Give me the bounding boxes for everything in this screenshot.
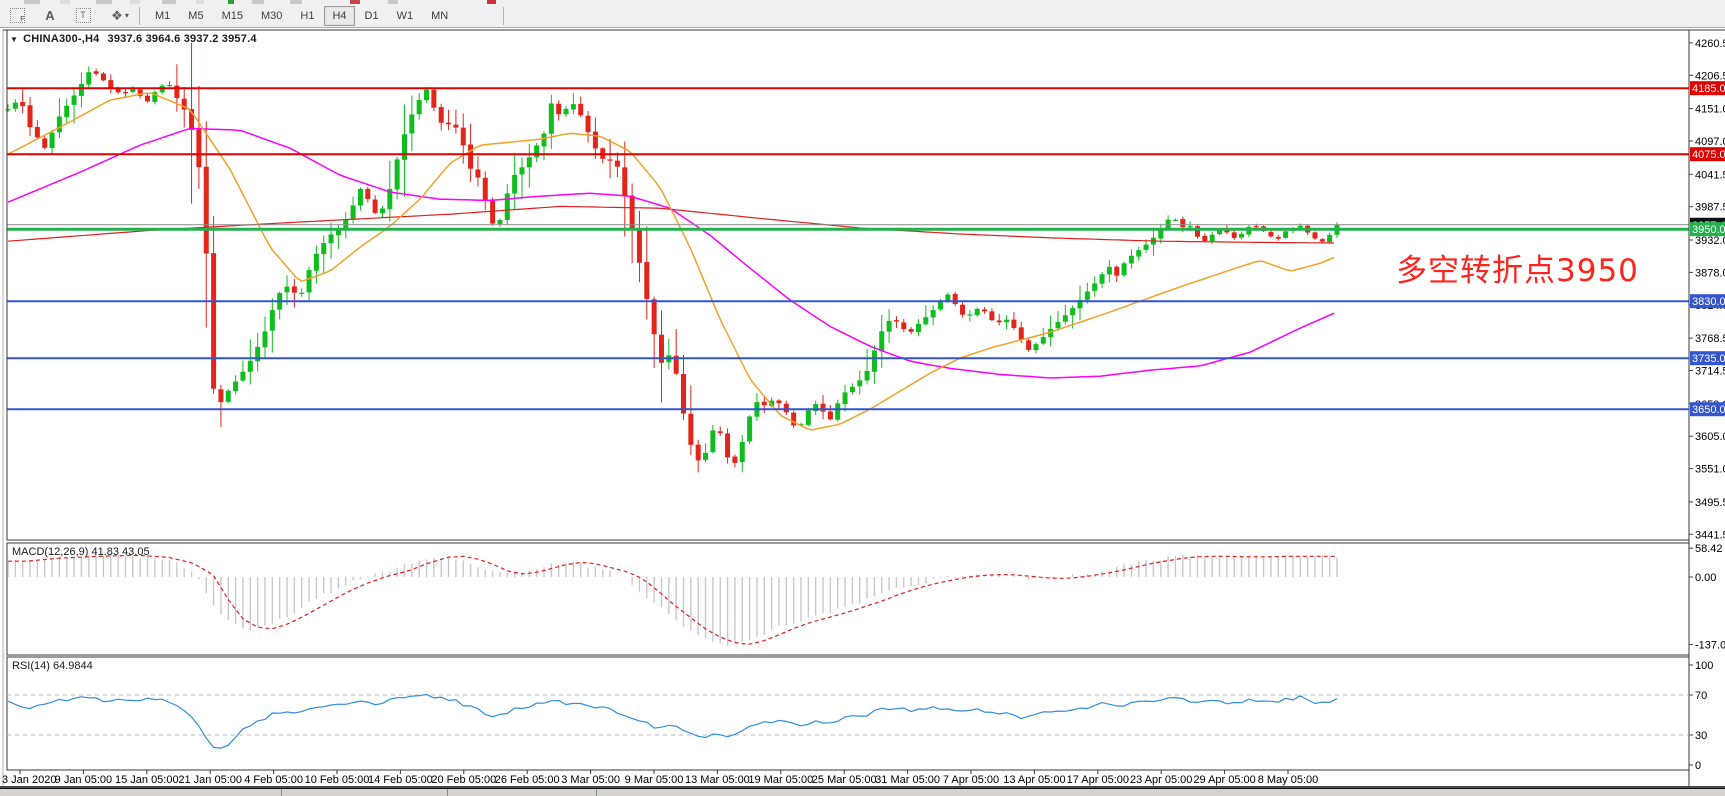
price-tick-label: 4041.5 (1695, 169, 1725, 181)
timeframe-m15[interactable]: M15 (221, 9, 243, 22)
hline-label-3950.0 (1690, 222, 1725, 237)
timeframe-h4[interactable]: H4 (324, 5, 355, 26)
horizontal-lines-layer[interactable] (7, 87, 1689, 411)
rsi-panel (7, 693, 1689, 749)
cursor-tool-icon[interactable]: ❖ ▾ (111, 7, 129, 23)
price-tick-label: 4097.0 (1695, 136, 1725, 148)
timeframe-m1[interactable]: M1 (155, 9, 171, 22)
hline-label-3830.0-text: 3830.0 (1692, 296, 1725, 308)
time-tick-label: 9 Jan 05:00 (55, 774, 113, 786)
timeframe-buttons: M1 M5 M15 M30 H1 H4 D1 W1 MN (146, 5, 457, 26)
time-tick-label: 31 Mar 05:00 (875, 774, 940, 786)
timeframe-d1[interactable]: D1 (364, 9, 379, 22)
rsi-tick-label: 0 (1695, 760, 1701, 772)
hline-label-4185.0-text: 4185.0 (1692, 83, 1725, 95)
time-tick-label: 23 Apr 05:00 (1130, 774, 1192, 786)
timeframe-mn[interactable]: MN (431, 9, 449, 22)
price-tick-label: 3714.5 (1695, 366, 1725, 378)
hline-label-3650.0 (1690, 402, 1725, 417)
price-tick-label: 3987.5 (1695, 202, 1725, 214)
candles-layer (5, 42, 1340, 473)
rsi-indicator-label: RSI(14) 64.9844 (12, 660, 93, 672)
label-tool-icon[interactable]: A (45, 8, 55, 23)
time-tick-label: 4 Feb 05:00 (244, 774, 303, 786)
price-tick-label: 3605.0 (1695, 431, 1725, 443)
price-tick-label: 3441.5 (1695, 529, 1725, 541)
time-tick-label: 14 Feb 05:00 (368, 774, 433, 786)
price-tick-label: 3551.0 (1695, 464, 1725, 476)
dropdown-triangle-icon[interactable]: ▼ (10, 35, 19, 44)
rsi-tick-label: 70 (1695, 690, 1707, 702)
ohlc-values: 3937.6 3964.6 3937.2 3957.4 (107, 33, 257, 45)
rsi-tick-label: 100 (1695, 660, 1713, 672)
rsi-line (7, 693, 1338, 749)
macd-tick-label: 0.00 (1695, 572, 1716, 584)
price-tick-label: 3878.0 (1695, 267, 1725, 279)
annotation-text: 多空转折点3950 (1396, 253, 1639, 289)
chart-title: ▼ CHINA300-,H4 3937.6 3964.6 3937.2 3957.4 (10, 33, 257, 45)
drawing-tools: F A T ❖ ▾ (4, 6, 133, 26)
time-tick-label: 21 Jan 05:00 (178, 774, 242, 786)
timeframe-h1[interactable]: H1 (300, 9, 315, 22)
hline-label-3830.0 (1690, 294, 1725, 309)
macd-signal-line (8, 554, 1337, 645)
time-tick-label: 17 Apr 05:00 (1067, 774, 1129, 786)
hline-label-4075.0 (1690, 147, 1725, 162)
text-tool-icon[interactable]: T (73, 6, 93, 26)
time-tick-label: 15 Jan 05:00 (115, 774, 179, 786)
toolbar-separator (503, 6, 505, 25)
time-tick-label: 3 Jan 2020 (2, 774, 56, 786)
window-tabs-strip[interactable] (0, 788, 1725, 796)
macd-tick-label: -137.09 (1695, 640, 1725, 652)
timeframe-m5[interactable]: M5 (188, 9, 204, 22)
time-tick-label: 29 Apr 05:00 (1193, 774, 1255, 786)
price-tick-label: 3768.5 (1695, 333, 1725, 345)
hline-label-3650.0-text: 3650.0 (1692, 404, 1725, 416)
time-tick-label: 10 Feb 05:00 (305, 774, 370, 786)
macd-panel (7, 554, 1338, 646)
ma-fast-orange (7, 92, 1335, 431)
timeframe-m30[interactable]: M30 (260, 9, 283, 22)
cutoff-toolbar-row (0, 0, 1725, 4)
time-tick-label: 19 Mar 05:00 (748, 774, 813, 786)
toolbar: F A T ❖ ▾ M1 M5 M15 M30 H1 H4 D1 W1 MN (0, 0, 1725, 28)
hline-label-3735.0 (1690, 351, 1725, 366)
hline-label-4075.0-text: 4075.0 (1692, 149, 1725, 161)
toolbar-separator (139, 6, 140, 25)
timeframe-w1[interactable]: W1 (396, 9, 414, 22)
time-tick-label: 13 Mar 05:00 (685, 774, 750, 786)
time-tick-label: 26 Feb 05:00 (495, 774, 560, 786)
hline-label-4185.0 (1690, 81, 1725, 96)
price-axis[interactable]: 4260.5 4206.5 4151.0 4097.0 4041.5 3987.5 3932… (1689, 38, 1725, 772)
symbol-timeframe-label: CHINA300-,H4 (23, 33, 100, 45)
time-tick-label: 3 Mar 05:00 (561, 774, 620, 786)
price-tick-label: 3495.5 (1695, 497, 1725, 509)
hline-label-3735.0-text: 3735.0 (1692, 353, 1725, 365)
rsi-tick-label: 30 (1695, 730, 1707, 742)
price-tick-label: 4151.0 (1695, 104, 1725, 116)
time-tick-label: 25 Mar 05:00 (812, 774, 877, 786)
time-tick-label: 20 Feb 05:00 (431, 774, 496, 786)
price-tick-label: 4260.5 (1695, 38, 1725, 50)
time-tick-label: 8 May 05:00 (1258, 774, 1319, 786)
macd-indicator-label: MACD(12,26,9) 41.83 43.05 (12, 546, 150, 558)
hline-label-3950.0-text: 3950.0 (1692, 224, 1725, 236)
time-tick-label: 13 Apr 05:00 (1003, 774, 1065, 786)
fibonacci-grid-tool-icon[interactable]: F (7, 6, 27, 26)
macd-tick-label: 58.42 (1695, 543, 1723, 555)
time-tick-label: 7 Apr 05:00 (943, 774, 999, 786)
price-tick-label: 3932.0 (1695, 235, 1725, 247)
time-tick-label: 9 Mar 05:00 (625, 774, 684, 786)
price-tick-label: 4206.5 (1695, 70, 1725, 82)
